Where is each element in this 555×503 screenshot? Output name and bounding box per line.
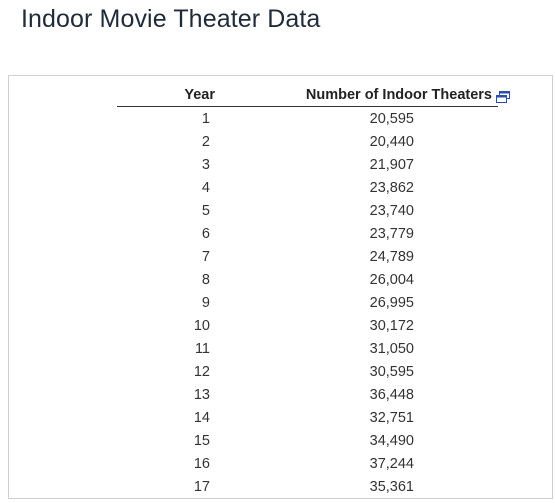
year-cell: 11 — [194, 340, 210, 357]
year-cell: 8 — [201, 271, 210, 288]
theater-count-cell: 21,907 — [369, 156, 414, 173]
year-cell: 17 — [193, 478, 210, 495]
year-cell: 9 — [201, 294, 210, 311]
table-row: 9 26,995 — [117, 291, 498, 314]
theater-count-cell: 35,361 — [369, 478, 414, 495]
theater-count-cell: 31,050 — [369, 340, 414, 357]
theater-count-cell: 34,490 — [369, 432, 414, 449]
year-cell: 1 — [201, 110, 210, 127]
table-row: 5 23,740 — [117, 199, 498, 222]
page-title: Indoor Movie Theater Data — [21, 5, 321, 33]
table-row: 3 21,907 — [117, 153, 498, 176]
table-row: 12 30,595 — [117, 360, 498, 383]
theater-count-cell: 23,862 — [369, 179, 414, 196]
table-row: 15 34,490 — [117, 429, 498, 452]
year-cell: 5 — [201, 202, 210, 219]
table-row: 2 20,440 — [117, 130, 498, 153]
table-row: 17 35,361 — [117, 475, 498, 498]
table-row: 6 23,779 — [117, 222, 498, 245]
theater-count-cell: 30,595 — [369, 363, 414, 380]
table-row: 10 30,172 — [117, 314, 498, 337]
theater-count-cell: 26,004 — [369, 271, 414, 288]
copy-icon[interactable] — [496, 91, 510, 103]
table-body: 1 20,595 2 20,440 3 21,907 4 23,862 5 23,740 6 23,7… — [117, 107, 498, 499]
table-row: 14 32,751 — [117, 406, 498, 429]
table-row: 7 24,789 — [117, 245, 498, 268]
year-cell: 13 — [193, 386, 210, 403]
table-row: 13 36,448 — [117, 383, 498, 406]
theater-count-cell: 32,751 — [369, 409, 414, 426]
table-row: 1 20,595 — [117, 107, 498, 131]
table-row: 11 31,050 — [117, 337, 498, 360]
theater-count-cell: 36,448 — [369, 386, 414, 403]
table-row: 16 37,244 — [117, 452, 498, 475]
theater-count-cell: 20,440 — [369, 133, 414, 150]
theater-count-cell: 37,244 — [369, 455, 414, 472]
theater-count-cell: 23,779 — [369, 225, 414, 242]
table-row: 4 23,862 — [117, 176, 498, 199]
year-cell: 4 — [201, 179, 210, 196]
year-cell: 16 — [193, 455, 210, 472]
year-column-header: Year — [117, 84, 216, 107]
data-table-panel: Year Number of Indoor Theaters 1 20,595 2 2… — [8, 75, 553, 499]
year-cell: 6 — [201, 225, 210, 242]
theater-count-cell: 23,740 — [369, 202, 414, 219]
year-cell: 7 — [201, 248, 210, 265]
table-row: 8 26,004 — [117, 268, 498, 291]
theater-count-cell: 30,172 — [369, 317, 414, 334]
year-cell: 2 — [201, 133, 210, 150]
theater-data-table: Year Number of Indoor Theaters 1 20,595 2 2… — [117, 84, 498, 498]
year-cell: 15 — [193, 432, 210, 449]
year-cell: 12 — [193, 363, 210, 380]
table-header-row: Year Number of Indoor Theaters — [117, 84, 498, 107]
year-cell: 10 — [193, 317, 210, 334]
year-cell: 14 — [193, 409, 210, 426]
theater-count-cell: 26,995 — [369, 294, 414, 311]
theaters-column-header: Number of Indoor Theaters — [216, 84, 498, 107]
theater-count-cell: 24,789 — [369, 248, 414, 265]
theater-count-cell: 20,595 — [369, 110, 414, 127]
year-cell: 3 — [201, 156, 210, 173]
